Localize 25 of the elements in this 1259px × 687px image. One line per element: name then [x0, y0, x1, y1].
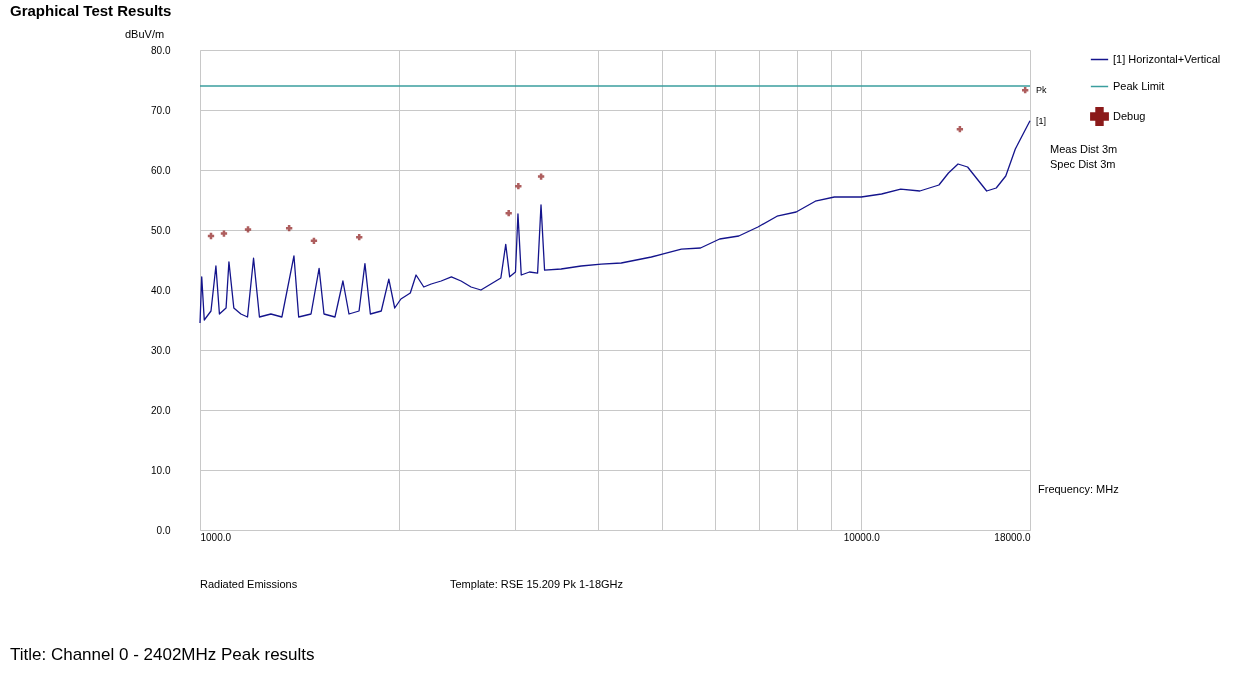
- x-tick-label: 18000.0: [994, 531, 1031, 543]
- y-tick-label: 40.0: [151, 284, 171, 296]
- y-tick-label: 50.0: [151, 224, 171, 236]
- text: Template: RSE 15.209 Pk 1-18GHz: [450, 578, 624, 590]
- y-tick-label: 30.0: [151, 344, 171, 356]
- text: Title: Channel 0 - 2402MHz Peak results: [10, 645, 315, 664]
- y-tick-label: 60.0: [151, 164, 171, 176]
- x-tick-label: 1000.0: [200, 531, 232, 543]
- y-tick-label: 80.0: [151, 44, 171, 56]
- annotation: Pk: [1036, 85, 1047, 96]
- legend-label: [1] Horizontal+Vertical: [1113, 52, 1221, 65]
- y-tick-label: 0.0: [156, 524, 171, 536]
- y-tick-label: 70.0: [151, 104, 171, 116]
- y-tick-label: 10.0: [151, 464, 171, 476]
- text: Spec Dist 3m: [1050, 158, 1116, 170]
- y-axis-title: dBuV/m: [125, 28, 165, 40]
- annotation: [1]: [1036, 115, 1047, 126]
- legend-label: Debug: [1113, 109, 1146, 122]
- text: Radiated Emissions: [200, 578, 298, 590]
- x-axis-title: Frequency: MHz: [1038, 483, 1119, 495]
- y-tick-label: 20.0: [151, 404, 171, 416]
- x-tick-label: 10000.0: [843, 531, 881, 543]
- legend-label: Peak Limit: [1113, 79, 1165, 92]
- chart-title: Graphical Test Results: [10, 2, 172, 19]
- text: Meas Dist 3m: [1050, 143, 1118, 155]
